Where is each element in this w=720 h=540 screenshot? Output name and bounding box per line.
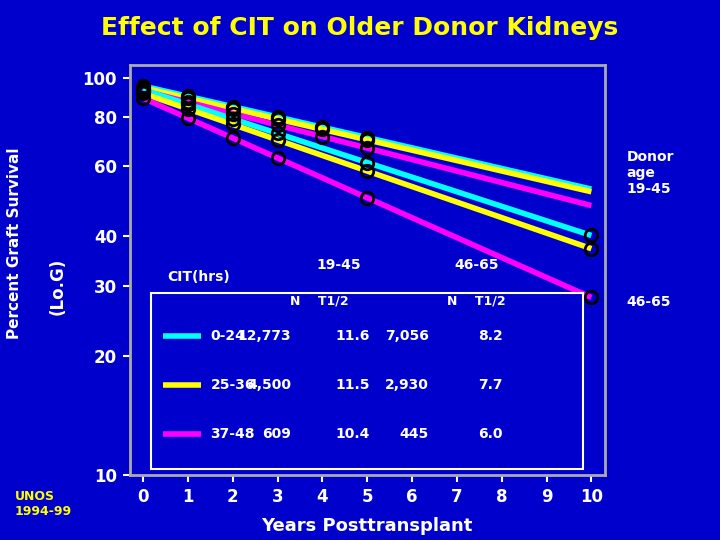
- Text: 11.6: 11.6: [336, 329, 370, 343]
- Text: UNOS
1994-99: UNOS 1994-99: [14, 490, 71, 518]
- Text: 609: 609: [262, 427, 291, 441]
- Text: 6.0: 6.0: [479, 427, 503, 441]
- Text: 4,500: 4,500: [247, 378, 291, 392]
- Text: N    T1/2: N T1/2: [290, 294, 349, 307]
- Text: Donor
age
19-45: Donor age 19-45: [626, 150, 674, 196]
- Text: 8.2: 8.2: [478, 329, 503, 343]
- Text: (Lo.G): (Lo.G): [49, 258, 67, 315]
- Text: 445: 445: [400, 427, 429, 441]
- Text: 19-45: 19-45: [316, 258, 361, 272]
- Text: 7.7: 7.7: [479, 378, 503, 392]
- FancyBboxPatch shape: [151, 293, 583, 469]
- Text: 46-65: 46-65: [454, 258, 499, 272]
- Text: 46-65: 46-65: [626, 295, 671, 309]
- Text: 7,056: 7,056: [385, 329, 429, 343]
- Text: Percent Graft Survival: Percent Graft Survival: [7, 147, 22, 339]
- Text: CIT(hrs): CIT(hrs): [168, 270, 230, 284]
- Text: N    T1/2: N T1/2: [447, 294, 506, 307]
- Text: 25-36: 25-36: [210, 378, 255, 392]
- Text: Effect of CIT on Older Donor Kidneys: Effect of CIT on Older Donor Kidneys: [102, 16, 618, 40]
- Text: 11.5: 11.5: [336, 378, 370, 392]
- Text: 12,773: 12,773: [238, 329, 291, 343]
- Text: Years Posttransplant: Years Posttransplant: [261, 517, 473, 535]
- Text: 37-48: 37-48: [210, 427, 255, 441]
- Text: 2,930: 2,930: [385, 378, 429, 392]
- Text: 10.4: 10.4: [336, 427, 370, 441]
- Text: 0-24: 0-24: [210, 329, 246, 343]
